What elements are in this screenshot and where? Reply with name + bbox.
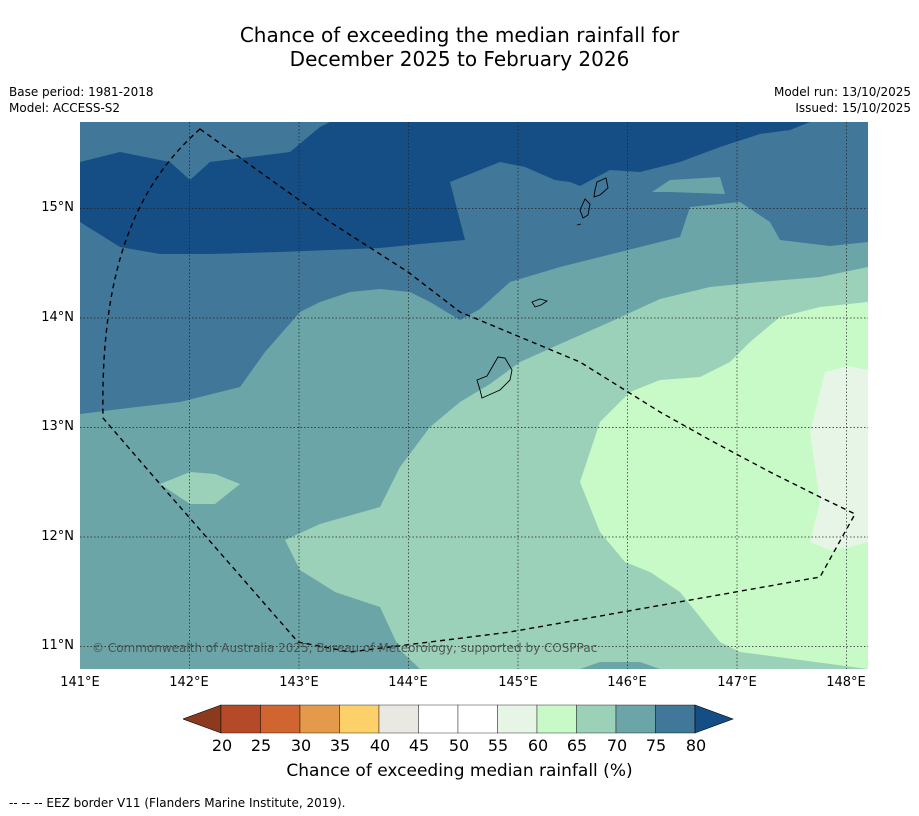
lon-label-147e: 147°E bbox=[717, 675, 757, 690]
cbar-tick-35: 35 bbox=[329, 736, 351, 755]
colorbar-title: Chance of exceeding median rainfall (%) bbox=[286, 761, 633, 781]
lon-label-141e: 141°E bbox=[60, 675, 100, 690]
cbar-tick-20: 20 bbox=[211, 736, 233, 755]
band-60-65 bbox=[580, 302, 868, 669]
colorbar bbox=[183, 704, 734, 734]
graticule bbox=[80, 122, 868, 669]
colorbar-segment-30-35 bbox=[299, 704, 340, 734]
issued-text: Issued: 15/10/2025 bbox=[795, 101, 911, 115]
cbar-tick-70: 70 bbox=[606, 736, 628, 755]
lat-label-14n: 14°N bbox=[41, 310, 74, 325]
lat-label-15n: 15°N bbox=[41, 200, 74, 215]
map-title-line1: Chance of exceeding the median rainfall … bbox=[239, 23, 680, 47]
lon-label-143e: 143°E bbox=[279, 675, 319, 690]
colorbar-segment-50-55 bbox=[457, 704, 498, 734]
colorbar-segment-75-80 bbox=[655, 704, 696, 734]
cbar-tick-45: 45 bbox=[408, 736, 430, 755]
cbar-tick-80: 80 bbox=[685, 736, 707, 755]
colorbar-segment-55-60 bbox=[497, 704, 538, 734]
band-55-60 bbox=[810, 366, 868, 550]
cbar-tick-75: 75 bbox=[645, 736, 667, 755]
model-run-text: Model run: 13/10/2025 bbox=[773, 85, 911, 99]
cbar-tick-65: 65 bbox=[566, 736, 588, 755]
colorbar-segment-20-25 bbox=[220, 704, 261, 734]
colorbar-segment-70-75 bbox=[615, 704, 656, 734]
cbar-tick-50: 50 bbox=[448, 736, 470, 755]
cbar-tick-55: 55 bbox=[487, 736, 509, 755]
saipan-island bbox=[593, 177, 609, 198]
colorbar-segment-60-65 bbox=[536, 704, 577, 734]
lat-label-13n: 13°N bbox=[41, 419, 74, 434]
meta-left: Base period: 1981-2018 Model: ACCESS-S2 bbox=[9, 84, 154, 116]
colorbar-segment-65-70 bbox=[576, 704, 617, 734]
cbar-tick-60: 60 bbox=[527, 736, 549, 755]
lon-label-142e: 142°E bbox=[169, 675, 209, 690]
tinian-island bbox=[579, 198, 591, 219]
band-70-75-north-patch bbox=[652, 177, 725, 194]
lon-label-145e: 145°E bbox=[498, 675, 538, 690]
colorbar-extend-high bbox=[694, 704, 734, 734]
colorbar-segment-40-45 bbox=[378, 704, 419, 734]
cbar-tick-30: 30 bbox=[290, 736, 312, 755]
colorbar-segment-45-50 bbox=[418, 704, 459, 734]
eez-border bbox=[102, 128, 856, 653]
base-period-text: Base period: 1981-2018 bbox=[9, 85, 154, 99]
guam-island bbox=[476, 356, 513, 399]
meta-right: Model run: 13/10/2025 Issued: 15/10/2025 bbox=[774, 84, 911, 116]
colorbar-extend-low bbox=[183, 704, 222, 734]
colorbar-segment-25-30 bbox=[260, 704, 301, 734]
eez-legend-footer: -- -- -- EEZ border V11 (Flanders Marine… bbox=[9, 796, 346, 810]
lat-label-12n: 12°N bbox=[41, 529, 74, 544]
cbar-tick-40: 40 bbox=[369, 736, 391, 755]
band-65-70-patch bbox=[160, 472, 240, 504]
colorbar-segment-35-40 bbox=[339, 704, 380, 734]
islands bbox=[476, 177, 609, 399]
copyright-text: © Commonwealth of Australia 2025, Bureau… bbox=[92, 641, 598, 655]
band-70-75-patch bbox=[374, 344, 385, 376]
rainfall-map bbox=[80, 122, 868, 669]
model-text: Model: ACCESS-S2 bbox=[9, 101, 121, 115]
lon-label-144e: 144°E bbox=[388, 675, 428, 690]
lon-label-148e: 148°E bbox=[826, 675, 866, 690]
lat-label-11n: 11°N bbox=[41, 638, 74, 653]
aguijan-island bbox=[576, 223, 582, 226]
map-title-line2: December 2025 to February 2026 bbox=[289, 47, 630, 71]
lon-label-146e: 146°E bbox=[607, 675, 647, 690]
rota-island bbox=[531, 298, 549, 308]
cbar-tick-25: 25 bbox=[250, 736, 272, 755]
